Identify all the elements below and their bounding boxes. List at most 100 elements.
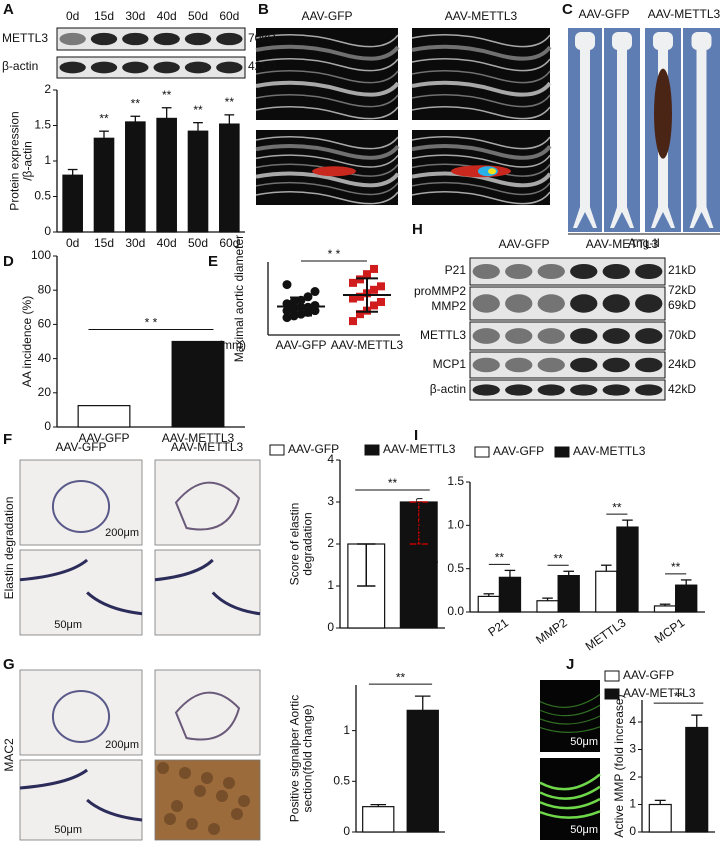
tissue-echo — [411, 58, 551, 72]
y-tick-label: 0 — [44, 419, 51, 433]
significance-label: ** — [388, 476, 398, 490]
y-tick-label: 20 — [38, 385, 52, 399]
stain-texture — [179, 767, 191, 779]
y-tick-label: 1 — [343, 723, 350, 737]
aortic-section — [174, 691, 241, 741]
blot-row-label: proMMP2 — [414, 284, 466, 298]
fluorescence-signal — [539, 773, 601, 791]
panel-letter: B — [258, 1, 269, 18]
tissue-echo — [255, 34, 399, 48]
legend-label: AAV-GFP — [493, 444, 544, 458]
tissue-echo — [411, 136, 551, 150]
scale-bar-label: 50μm — [570, 736, 598, 748]
doppler-signal — [488, 168, 497, 175]
row-label: MAC2 — [2, 738, 16, 772]
significance-label: ** — [671, 560, 681, 574]
blot-band — [635, 294, 663, 313]
significance-label: ** — [162, 88, 172, 102]
data-point — [363, 270, 371, 279]
blot-band — [505, 294, 533, 313]
aorta — [610, 32, 634, 228]
stain-texture — [171, 800, 183, 812]
scale-bar-label: 50μm — [54, 619, 82, 631]
tissue-echo — [255, 171, 400, 188]
blot-band — [635, 328, 663, 344]
x-tick-label: 0d — [66, 236, 79, 250]
blot-band — [505, 328, 533, 344]
significance-label: * * — [328, 247, 341, 261]
blot-size-label: 24kD — [668, 357, 696, 371]
significance-label: ** — [396, 670, 406, 684]
significance-label: ** — [495, 551, 505, 565]
significance-label: ** — [99, 111, 109, 125]
blot-size-label: 70kD — [248, 31, 276, 45]
y-tick-label: 1.0 — [447, 518, 464, 532]
column-label: AAV-GFP — [301, 9, 352, 23]
blot-strip — [469, 286, 666, 321]
panel-letter: F — [3, 431, 12, 448]
data-point — [282, 313, 292, 323]
panel-letter: I — [414, 427, 418, 444]
tissue-echo — [255, 94, 399, 108]
data-point — [289, 297, 299, 307]
tissue-echo — [411, 171, 552, 188]
stain-texture — [157, 762, 169, 774]
bar — [77, 405, 131, 428]
bar — [156, 117, 177, 233]
blot-row-label: MCP1 — [433, 357, 467, 371]
y-tick-label: 1 — [44, 153, 51, 167]
data-point — [356, 275, 364, 284]
blot-band — [472, 357, 500, 373]
aorta — [573, 32, 597, 228]
histology-image — [154, 669, 261, 756]
y-tick-label: 4 — [327, 452, 334, 466]
legend-label: AAV-GFP — [288, 442, 339, 456]
blot-row-label: P21 — [445, 263, 467, 277]
x-tick-label: AAV-GFP — [275, 338, 326, 352]
y-tick-label: 3 — [327, 494, 334, 508]
data-point — [356, 292, 364, 301]
y-tick-label: 60 — [38, 317, 52, 331]
vessel-wall — [19, 768, 143, 822]
data-point — [370, 301, 378, 310]
aortic-arch — [612, 32, 632, 50]
panel-letter: A — [3, 1, 14, 18]
blot-row-label: METTL3 — [420, 328, 466, 342]
bar — [675, 584, 698, 613]
y-tick-label: 1 — [327, 578, 334, 592]
histology-image — [19, 459, 143, 546]
x-tick-label: 15d — [94, 236, 114, 250]
blot-band — [122, 61, 149, 74]
bar — [362, 806, 395, 833]
y-tick-label: 3 — [629, 742, 636, 756]
bar — [557, 574, 580, 613]
data-point — [349, 317, 357, 326]
blot-band — [184, 61, 212, 74]
y-axis-label: Protein expression — [412, 497, 426, 596]
y-axis-label: Protein expression — [8, 111, 22, 210]
blot-band — [635, 384, 663, 396]
y-unit-label: (mm) — [218, 338, 246, 352]
y-tick-label: 0 — [343, 824, 350, 838]
stain-texture — [238, 795, 250, 807]
significance-label: * * — [145, 316, 158, 330]
y-tick-label: 0.5 — [34, 189, 51, 203]
y-axis-label: Score of elastin — [288, 503, 302, 586]
x-tick-label: AAV-METTL3 — [331, 338, 404, 352]
legend-swatch — [554, 446, 570, 458]
legend-swatch — [604, 670, 620, 682]
bar — [187, 130, 209, 233]
data-point — [377, 297, 385, 306]
legend-swatch — [364, 444, 380, 456]
significance-label: ** — [612, 500, 622, 514]
data-point — [370, 264, 378, 273]
legend-label: AAV-METTL3 — [623, 686, 696, 700]
group-label: AAV-GFP — [498, 237, 549, 251]
blot-band — [602, 357, 630, 373]
significance-label: ** — [131, 96, 141, 110]
bar — [219, 123, 240, 233]
aortic-section — [174, 481, 241, 531]
legend-swatch — [269, 444, 285, 456]
x-tick-label: 60d — [219, 236, 239, 250]
